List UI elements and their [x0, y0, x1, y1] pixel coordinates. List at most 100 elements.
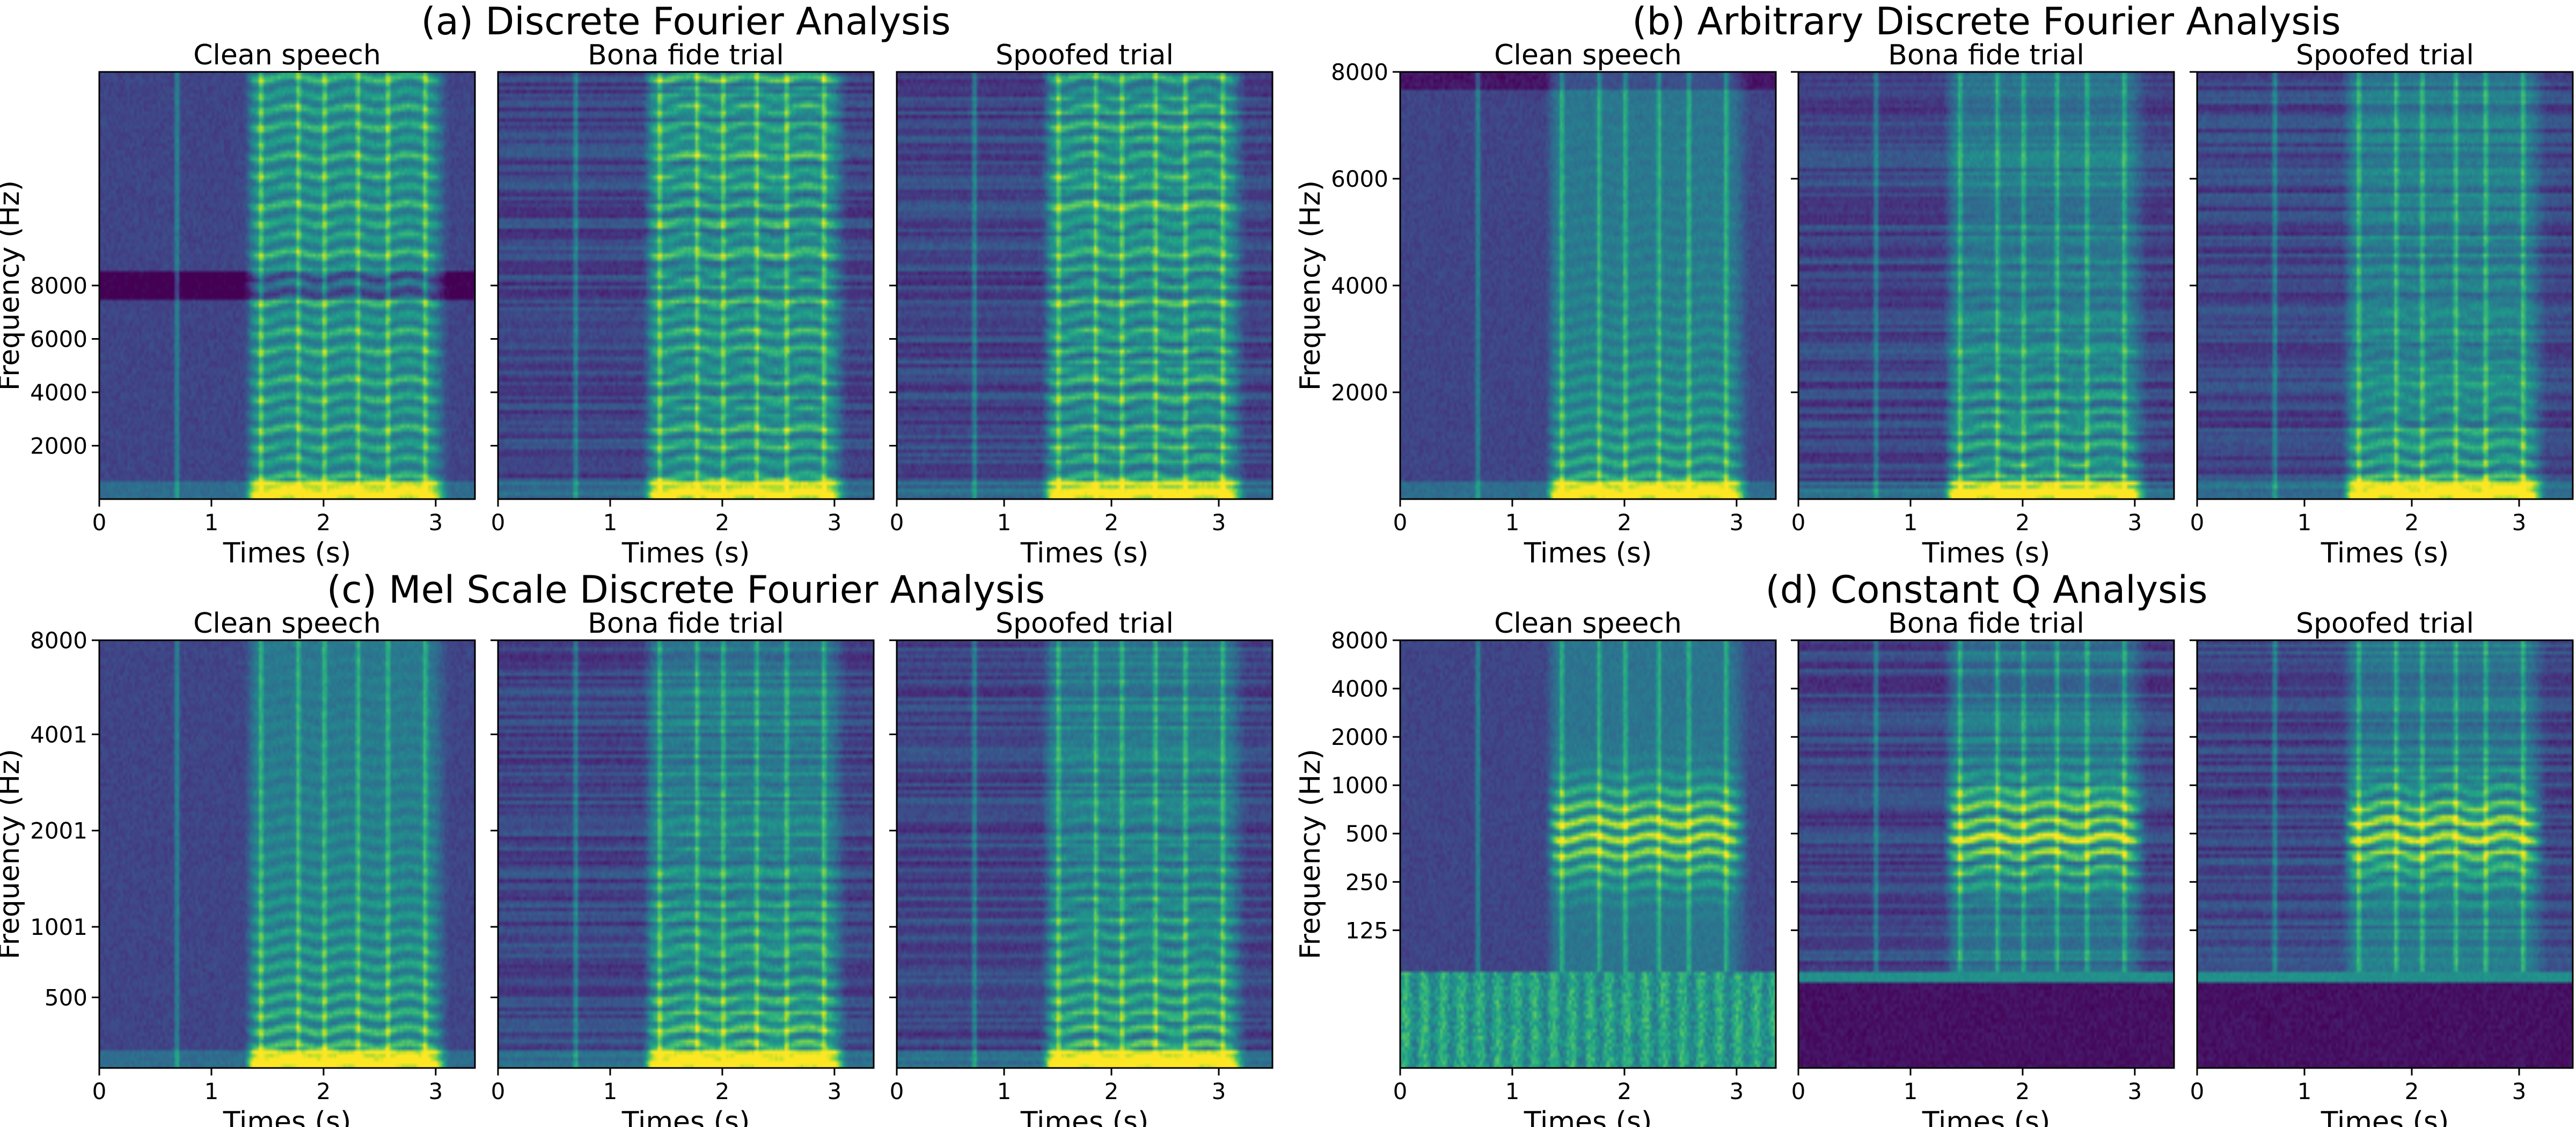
- x-tick-label: 3: [2127, 1078, 2142, 1104]
- spectrogram-image: [1798, 72, 2174, 499]
- x-tick-label: 0: [1393, 1078, 1408, 1104]
- subplot-bona-fide-trial: Bona fide trial 0 1 2 3 Times (s): [1791, 608, 2175, 1127]
- x-tick-label: 1: [204, 1078, 219, 1104]
- x-tick-label: 0: [2190, 1078, 2205, 1104]
- group-title: (b) Arbitrary Discrete Fourier Analysis: [1632, 0, 2341, 43]
- y-tick-label: 4001: [30, 721, 87, 748]
- spectrogram-image: [99, 640, 475, 1068]
- subplot-clean-speech: Clean speech 0 1 2 3 Times (s) 8000 4001 2001 100…: [0, 608, 476, 1127]
- subplot-title: Spoofed trial: [2296, 39, 2474, 71]
- y-tick-label: 8000: [1331, 59, 1388, 85]
- plot-frame: [2196, 639, 2574, 1069]
- subplot-title: Bona fide trial: [588, 608, 784, 640]
- x-tick-label: 0: [491, 1078, 506, 1104]
- x-axis-label: Times (s): [1524, 537, 1652, 569]
- spectrogram-image: [1400, 72, 1776, 499]
- y-tick-label: 4000: [1331, 273, 1388, 299]
- figure-group-c: (c) Mel Scale Discrete Fourier AnalysisC…: [0, 568, 1274, 1127]
- subplot-bona-fide-trial: Bona fide trial 0 1 2 3 Times (s): [1791, 39, 2175, 569]
- subplot-clean-speech: Clean speech 0 1 2 3 Times (s) 8000 6000 4000 200…: [1294, 39, 1777, 569]
- x-tick-label: 1: [1904, 1078, 1918, 1104]
- x-tick-label: 1: [997, 1078, 1012, 1104]
- x-tick-label: 1: [2297, 509, 2312, 536]
- subplot-title: Clean speech: [193, 608, 381, 640]
- subplot-title: Clean speech: [1494, 39, 1682, 71]
- x-axis-label: Times (s): [1020, 1106, 1149, 1127]
- x-tick-label: 3: [1729, 1078, 1744, 1104]
- y-tick-label: 8000: [30, 273, 87, 299]
- y-tick-label: 8000: [1331, 627, 1388, 654]
- x-axis-label: Times (s): [1020, 537, 1149, 569]
- spectrogram-image: [1798, 640, 2174, 1068]
- y-tick-label: 2000: [1331, 379, 1388, 406]
- y-tick-label: 500: [45, 984, 87, 1011]
- spectrogram-image: [1400, 640, 1776, 1068]
- x-tick-label: 2: [1618, 1078, 1632, 1104]
- x-tick-label: 1: [1904, 509, 1918, 536]
- y-tick-label: 250: [1345, 869, 1388, 895]
- x-tick-label: 3: [827, 509, 841, 536]
- x-tick-label: 3: [1212, 509, 1226, 536]
- x-tick-label: 3: [428, 1078, 443, 1104]
- x-tick-label: 1: [603, 509, 618, 536]
- subplot-title: Bona fide trial: [1888, 608, 2084, 640]
- plot-frame: [1399, 639, 1777, 1069]
- x-tick-label: 1: [1505, 509, 1520, 536]
- y-tick-label: 2000: [30, 433, 87, 459]
- x-tick-label: 0: [92, 1078, 107, 1104]
- x-tick-label: 1: [204, 509, 219, 536]
- y-axis-label: Frequency (Hz): [1294, 749, 1327, 959]
- group-title: (a) Discrete Fourier Analysis: [421, 0, 951, 43]
- subplot-title: Bona fide trial: [588, 39, 784, 71]
- spectrogram-image: [2197, 640, 2573, 1068]
- x-tick-label: 0: [92, 509, 107, 536]
- x-tick-label: 0: [1791, 509, 1806, 536]
- subplot-title: Clean speech: [1494, 608, 1682, 640]
- subplot-spoofed-trial: Spoofed trial 0 1 2 3 Times (s): [2190, 608, 2574, 1127]
- x-axis-label: Times (s): [621, 1106, 750, 1127]
- y-tick-label: 4000: [1331, 676, 1388, 702]
- y-tick-label: 500: [1345, 821, 1388, 847]
- figure-group-b: (b) Arbitrary Discrete Fourier AnalysisC…: [1294, 0, 2574, 569]
- x-tick-label: 2: [1104, 509, 1119, 536]
- x-tick-label: 2: [2405, 509, 2419, 536]
- subplot-bona-fide-trial: Bona fide trial 0 1 2 3 Times (s): [491, 39, 875, 569]
- x-tick-label: 3: [2512, 509, 2527, 536]
- x-tick-label: 3: [1212, 1078, 1226, 1104]
- x-axis-label: Times (s): [621, 537, 750, 569]
- spectrogram-image: [897, 640, 1272, 1068]
- x-tick-label: 2: [2016, 509, 2030, 536]
- x-axis-label: Times (s): [1524, 1106, 1652, 1127]
- x-tick-label: 0: [1393, 509, 1408, 536]
- subplot-bona-fide-trial: Bona fide trial 0 1 2 3 Times (s): [491, 608, 875, 1127]
- subplot-title: Spoofed trial: [996, 39, 1174, 71]
- x-axis-label: Times (s): [223, 1106, 352, 1127]
- x-tick-label: 3: [2127, 509, 2142, 536]
- x-tick-label: 2: [1618, 509, 1632, 536]
- y-tick-label: 8000: [30, 627, 87, 654]
- y-tick-label: 4000: [30, 379, 87, 406]
- x-tick-label: 0: [2190, 509, 2205, 536]
- y-tick-label: 1000: [1331, 772, 1388, 799]
- spectrogram-image: [897, 72, 1272, 499]
- subplot-clean-speech: Clean speech 0 1 2 3 Times (s) 8000 4000 2000 100…: [1294, 608, 1777, 1127]
- y-axis-label: Frequency (Hz): [1294, 180, 1327, 391]
- subplot-title: Spoofed trial: [996, 608, 1174, 640]
- y-axis-label: Frequency (Hz): [0, 180, 26, 391]
- x-tick-label: 2: [715, 1078, 730, 1104]
- x-tick-label: 0: [1791, 1078, 1806, 1104]
- plot-frame: [1797, 639, 2175, 1069]
- y-tick-label: 2000: [1331, 724, 1388, 750]
- spectrogram-image: [99, 72, 475, 499]
- spectrogram-image: [498, 72, 874, 499]
- subplot-spoofed-trial: Spoofed trial 0 1 2 3 Times (s): [889, 39, 1274, 569]
- y-tick-label: 1001: [30, 914, 87, 940]
- x-tick-label: 2: [2405, 1078, 2419, 1104]
- x-axis-label: Times (s): [223, 537, 352, 569]
- x-tick-label: 2: [715, 509, 730, 536]
- x-axis-label: Times (s): [2321, 537, 2449, 569]
- x-tick-label: 2: [317, 1078, 331, 1104]
- x-tick-label: 3: [2512, 1078, 2527, 1104]
